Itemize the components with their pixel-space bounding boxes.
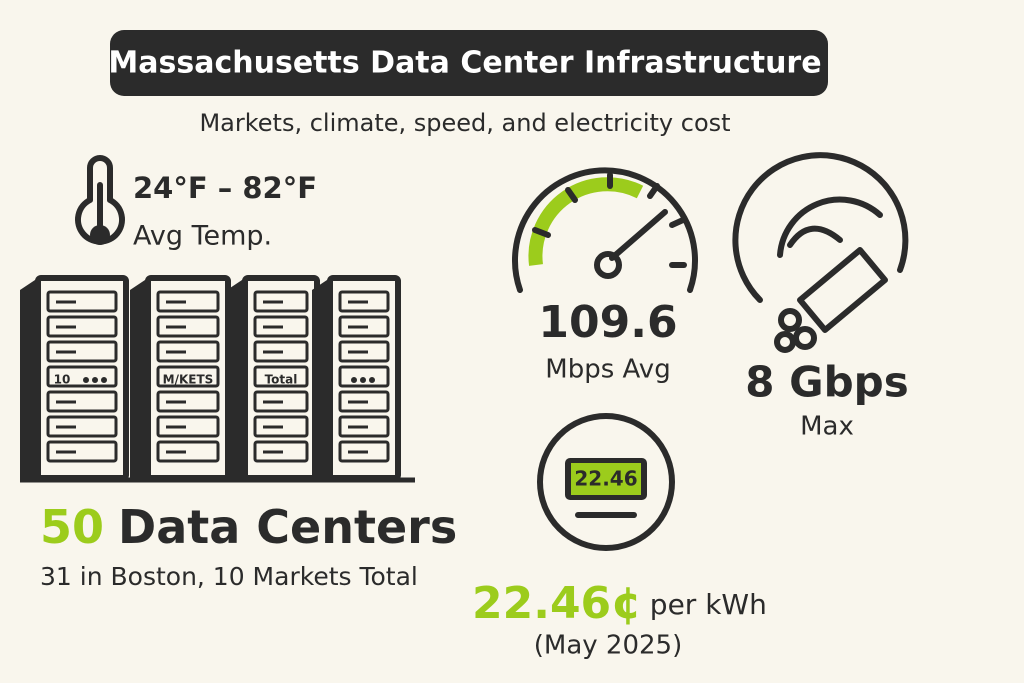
rack-drawer	[46, 365, 118, 388]
price: 22.46¢	[472, 578, 642, 629]
rack-drawer	[156, 390, 220, 413]
thermometer-icon	[75, 155, 125, 245]
rack-led	[101, 377, 107, 383]
rack-side	[227, 278, 245, 478]
rack-drawer	[253, 365, 309, 388]
server-rack: 10	[20, 275, 129, 481]
rack-drawer	[253, 290, 309, 313]
meter-display: 22.46	[574, 467, 637, 491]
rack-drawer	[338, 340, 390, 363]
max-speed-value: 8 Gbps	[745, 358, 908, 407]
rack-led	[351, 377, 357, 383]
fiber-icon	[732, 152, 909, 353]
title-pill	[110, 30, 828, 96]
rack-drawer	[46, 340, 118, 363]
server-racks: 10 M/KETS Total	[20, 275, 415, 483]
rack-drawer	[156, 415, 220, 438]
rack-drawer	[156, 340, 220, 363]
rack-drawer	[253, 415, 309, 438]
rack-drawer	[46, 415, 118, 438]
meter-icon	[537, 413, 675, 551]
subtitle: Markets, climate, speed, and electricity…	[199, 109, 730, 137]
rack-drawer	[156, 290, 220, 313]
rack-drawer	[156, 315, 220, 338]
rack-drawer	[253, 340, 309, 363]
rack-body	[35, 275, 129, 481]
rack-drawer	[338, 440, 390, 463]
rack-drawer	[156, 365, 220, 388]
rack-side	[130, 278, 148, 478]
server-rack: Total	[227, 275, 320, 481]
price-line: 22.46¢ per kWh	[472, 578, 767, 629]
rack-drawer	[156, 440, 220, 463]
title: Massachusetts Data Center Infrastructure	[108, 46, 821, 81]
data-centers-line: 50 Data Centers	[40, 500, 457, 554]
rack-drawer	[253, 315, 309, 338]
rack-drawer	[253, 390, 309, 413]
rack-drawer	[338, 415, 390, 438]
rack-led	[360, 377, 366, 383]
server-rack: M/KETS	[130, 275, 231, 481]
data-centers-count: 50	[40, 500, 104, 554]
rack-drawer	[46, 440, 118, 463]
temp-range: 24°F – 82°F	[133, 171, 317, 205]
rack-drawer	[338, 290, 390, 313]
speed-value: 109.6	[538, 297, 677, 348]
rack-drawer	[338, 390, 390, 413]
speedometer-icon	[512, 167, 698, 293]
rack-drawer	[253, 440, 309, 463]
rack-label: 10	[54, 373, 71, 387]
server-rack	[312, 275, 401, 481]
max-speed-label: Max	[800, 412, 854, 442]
rack-drawer	[46, 290, 118, 313]
rack-drawer	[46, 315, 118, 338]
rack-drawer	[46, 390, 118, 413]
price-date: (May 2025)	[534, 631, 682, 661]
rack-led	[92, 377, 98, 383]
rack-label: Total	[265, 373, 298, 387]
rack-led	[369, 377, 375, 383]
speed-label: Mbps Avg	[545, 355, 670, 385]
data-centers-detail: 31 in Boston, 10 Markets Total	[40, 562, 418, 591]
rack-side	[312, 278, 330, 478]
rack-drawer	[338, 315, 390, 338]
rack-side	[20, 278, 38, 478]
data-centers-label: Data Centers	[118, 500, 457, 554]
temp-label: Avg Temp.	[133, 221, 272, 252]
rack-label: M/KETS	[163, 373, 214, 387]
price-unit: per kWh	[650, 588, 767, 621]
rack-drawer	[338, 365, 390, 388]
rack-led	[83, 377, 89, 383]
